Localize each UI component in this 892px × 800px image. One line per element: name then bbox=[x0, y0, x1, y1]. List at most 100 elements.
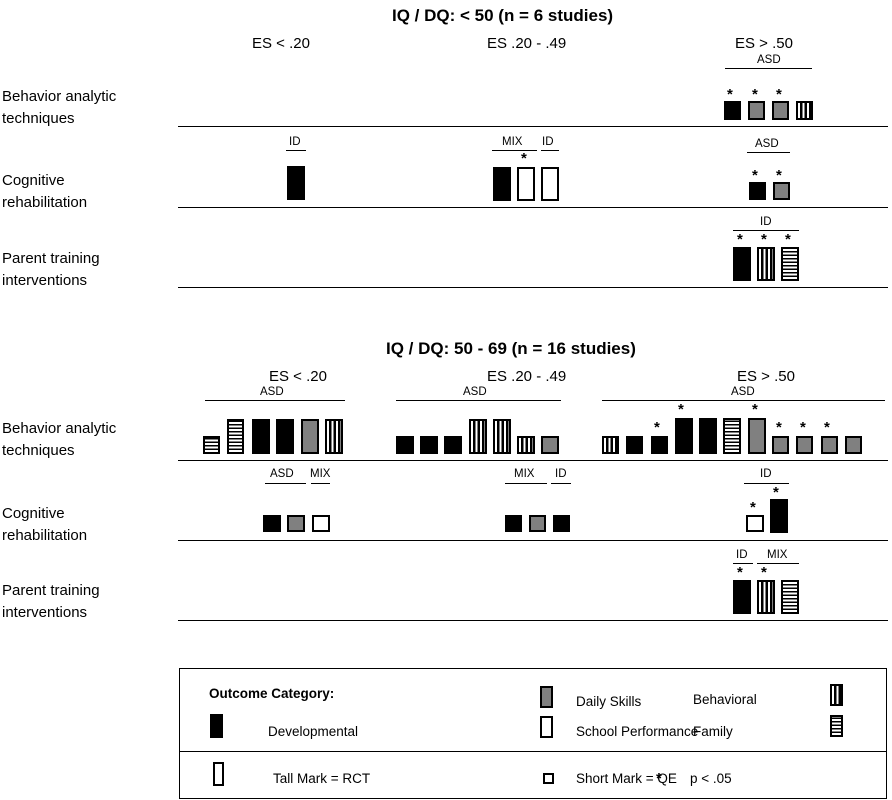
significance-star: * bbox=[776, 86, 782, 103]
row-label-behavior-analytic: Behavior analytic techniques bbox=[2, 88, 117, 127]
row-divider bbox=[178, 207, 888, 208]
outcome-mark-behavioral bbox=[493, 419, 511, 454]
outcome-mark-behavioral bbox=[602, 436, 619, 454]
outcome-mark-developmental bbox=[675, 418, 693, 454]
group-label: ASD bbox=[731, 386, 755, 398]
group-label: ID bbox=[760, 216, 772, 228]
group-label: MIX bbox=[502, 136, 523, 148]
outcome-mark-daily-skills bbox=[301, 419, 319, 454]
group-bracket bbox=[747, 152, 790, 153]
legend-label-school-performance: School Performance bbox=[576, 724, 699, 739]
outcome-mark-family bbox=[227, 419, 244, 454]
row-divider bbox=[178, 126, 888, 127]
row-label-cognitive-rehabilitation: Cognitive rehabilitation bbox=[2, 172, 88, 211]
row-label-cognitive-rehabilitation: Cognitive rehabilitation bbox=[2, 505, 88, 544]
panel-2-col-es-mid: ES .20 - .49 bbox=[487, 368, 567, 385]
significance-star: * bbox=[752, 401, 758, 418]
outcome-mark-behavioral bbox=[517, 436, 535, 454]
panel-1-col-es-low: ES < .20 bbox=[252, 35, 310, 52]
outcome-mark-developmental bbox=[505, 515, 522, 532]
outcome-mark-developmental bbox=[724, 101, 741, 120]
significance-star: * bbox=[727, 86, 733, 103]
outcome-mark-daily-skills bbox=[772, 101, 789, 120]
outcome-mark-daily-skills bbox=[796, 436, 813, 454]
outcome-mark-daily-skills bbox=[748, 101, 765, 120]
group-label: ASD bbox=[757, 54, 781, 66]
significance-star: * bbox=[752, 167, 758, 184]
legend-box bbox=[179, 668, 887, 799]
legend-label-daily-skills: Daily Skills bbox=[576, 694, 642, 709]
group-label: ID bbox=[289, 136, 301, 148]
significance-star: * bbox=[761, 231, 767, 248]
outcome-mark-developmental bbox=[626, 436, 643, 454]
significance-star: * bbox=[654, 419, 660, 436]
group-bracket bbox=[744, 483, 789, 484]
row-label-parent-training: Parent training interventions bbox=[2, 582, 100, 621]
outcome-mark-behavioral bbox=[757, 580, 775, 614]
significance-star: * bbox=[773, 484, 779, 501]
outcome-mark-daily-skills bbox=[773, 182, 790, 200]
legend-short-mark-label: Short Mark = QE bbox=[576, 771, 677, 786]
outcome-mark-developmental bbox=[276, 419, 294, 454]
legend-tall-mark-icon bbox=[213, 762, 224, 786]
outcome-mark-developmental bbox=[749, 182, 766, 200]
significance-star: * bbox=[750, 499, 756, 516]
legend-label-developmental: Developmental bbox=[268, 724, 359, 739]
outcome-mark-developmental bbox=[493, 167, 511, 201]
group-label: MIX bbox=[310, 468, 331, 480]
group-label: ID bbox=[736, 549, 748, 561]
panel-1-col-es-mid: ES .20 - .49 bbox=[487, 35, 567, 52]
outcome-mark-daily-skills bbox=[845, 436, 862, 454]
legend-label-behavioral: Behavioral bbox=[693, 692, 757, 707]
legend-tall-mark-label: Tall Mark = RCT bbox=[273, 771, 371, 786]
outcome-mark-developmental bbox=[699, 418, 717, 454]
legend-divider bbox=[179, 751, 887, 752]
legend-label-family: Family bbox=[693, 724, 733, 739]
outcome-mark-behavioral bbox=[325, 419, 343, 454]
row-label-parent-training: Parent training interventions bbox=[2, 250, 100, 289]
group-bracket bbox=[286, 150, 306, 151]
outcome-mark-school-performance bbox=[517, 167, 535, 201]
legend-swatch-developmental bbox=[210, 714, 223, 738]
legend-significance-label: p < .05 bbox=[690, 771, 732, 786]
outcome-mark-developmental bbox=[770, 499, 788, 533]
panel-2-title: IQ / DQ: 50 - 69 (n = 16 studies) bbox=[386, 339, 636, 358]
outcome-mark-family bbox=[203, 436, 220, 454]
significance-star: * bbox=[800, 419, 806, 436]
group-bracket bbox=[551, 483, 571, 484]
outcome-mark-behavioral bbox=[757, 247, 775, 281]
outcome-mark-daily-skills bbox=[529, 515, 546, 532]
group-bracket bbox=[396, 400, 561, 401]
group-bracket bbox=[311, 483, 330, 484]
row-divider bbox=[178, 460, 888, 461]
group-label: ASD bbox=[270, 468, 294, 480]
significance-star: * bbox=[737, 564, 743, 581]
outcome-mark-developmental bbox=[263, 515, 281, 532]
group-bracket bbox=[725, 68, 812, 69]
row-label-behavior-analytic: Behavior analytic techniques bbox=[2, 420, 117, 459]
significance-star: * bbox=[752, 86, 758, 103]
group-bracket bbox=[205, 400, 345, 401]
significance-star: * bbox=[761, 564, 767, 581]
group-label: ID bbox=[555, 468, 567, 480]
panel-1-col-es-high: ES > .50 bbox=[735, 35, 793, 52]
legend-short-mark-icon bbox=[543, 773, 554, 784]
group-bracket bbox=[541, 150, 559, 151]
significance-star: * bbox=[776, 167, 782, 184]
legend-significance-star: * bbox=[656, 770, 662, 787]
row-divider bbox=[178, 540, 888, 541]
significance-star: * bbox=[776, 419, 782, 436]
row-divider bbox=[178, 287, 888, 288]
group-bracket bbox=[492, 150, 537, 151]
panel-2-col-es-high: ES > .50 bbox=[737, 368, 795, 385]
group-bracket bbox=[733, 563, 753, 564]
legend-swatch-school-performance bbox=[540, 716, 553, 738]
outcome-mark-developmental bbox=[733, 247, 751, 281]
outcome-mark-school-performance bbox=[541, 167, 559, 201]
group-bracket bbox=[602, 400, 885, 401]
outcome-mark-school-performance bbox=[746, 515, 764, 532]
group-label: ASD bbox=[260, 386, 284, 398]
significance-star: * bbox=[737, 231, 743, 248]
legend-heading: Outcome Category: bbox=[209, 686, 335, 701]
group-bracket bbox=[265, 483, 306, 484]
